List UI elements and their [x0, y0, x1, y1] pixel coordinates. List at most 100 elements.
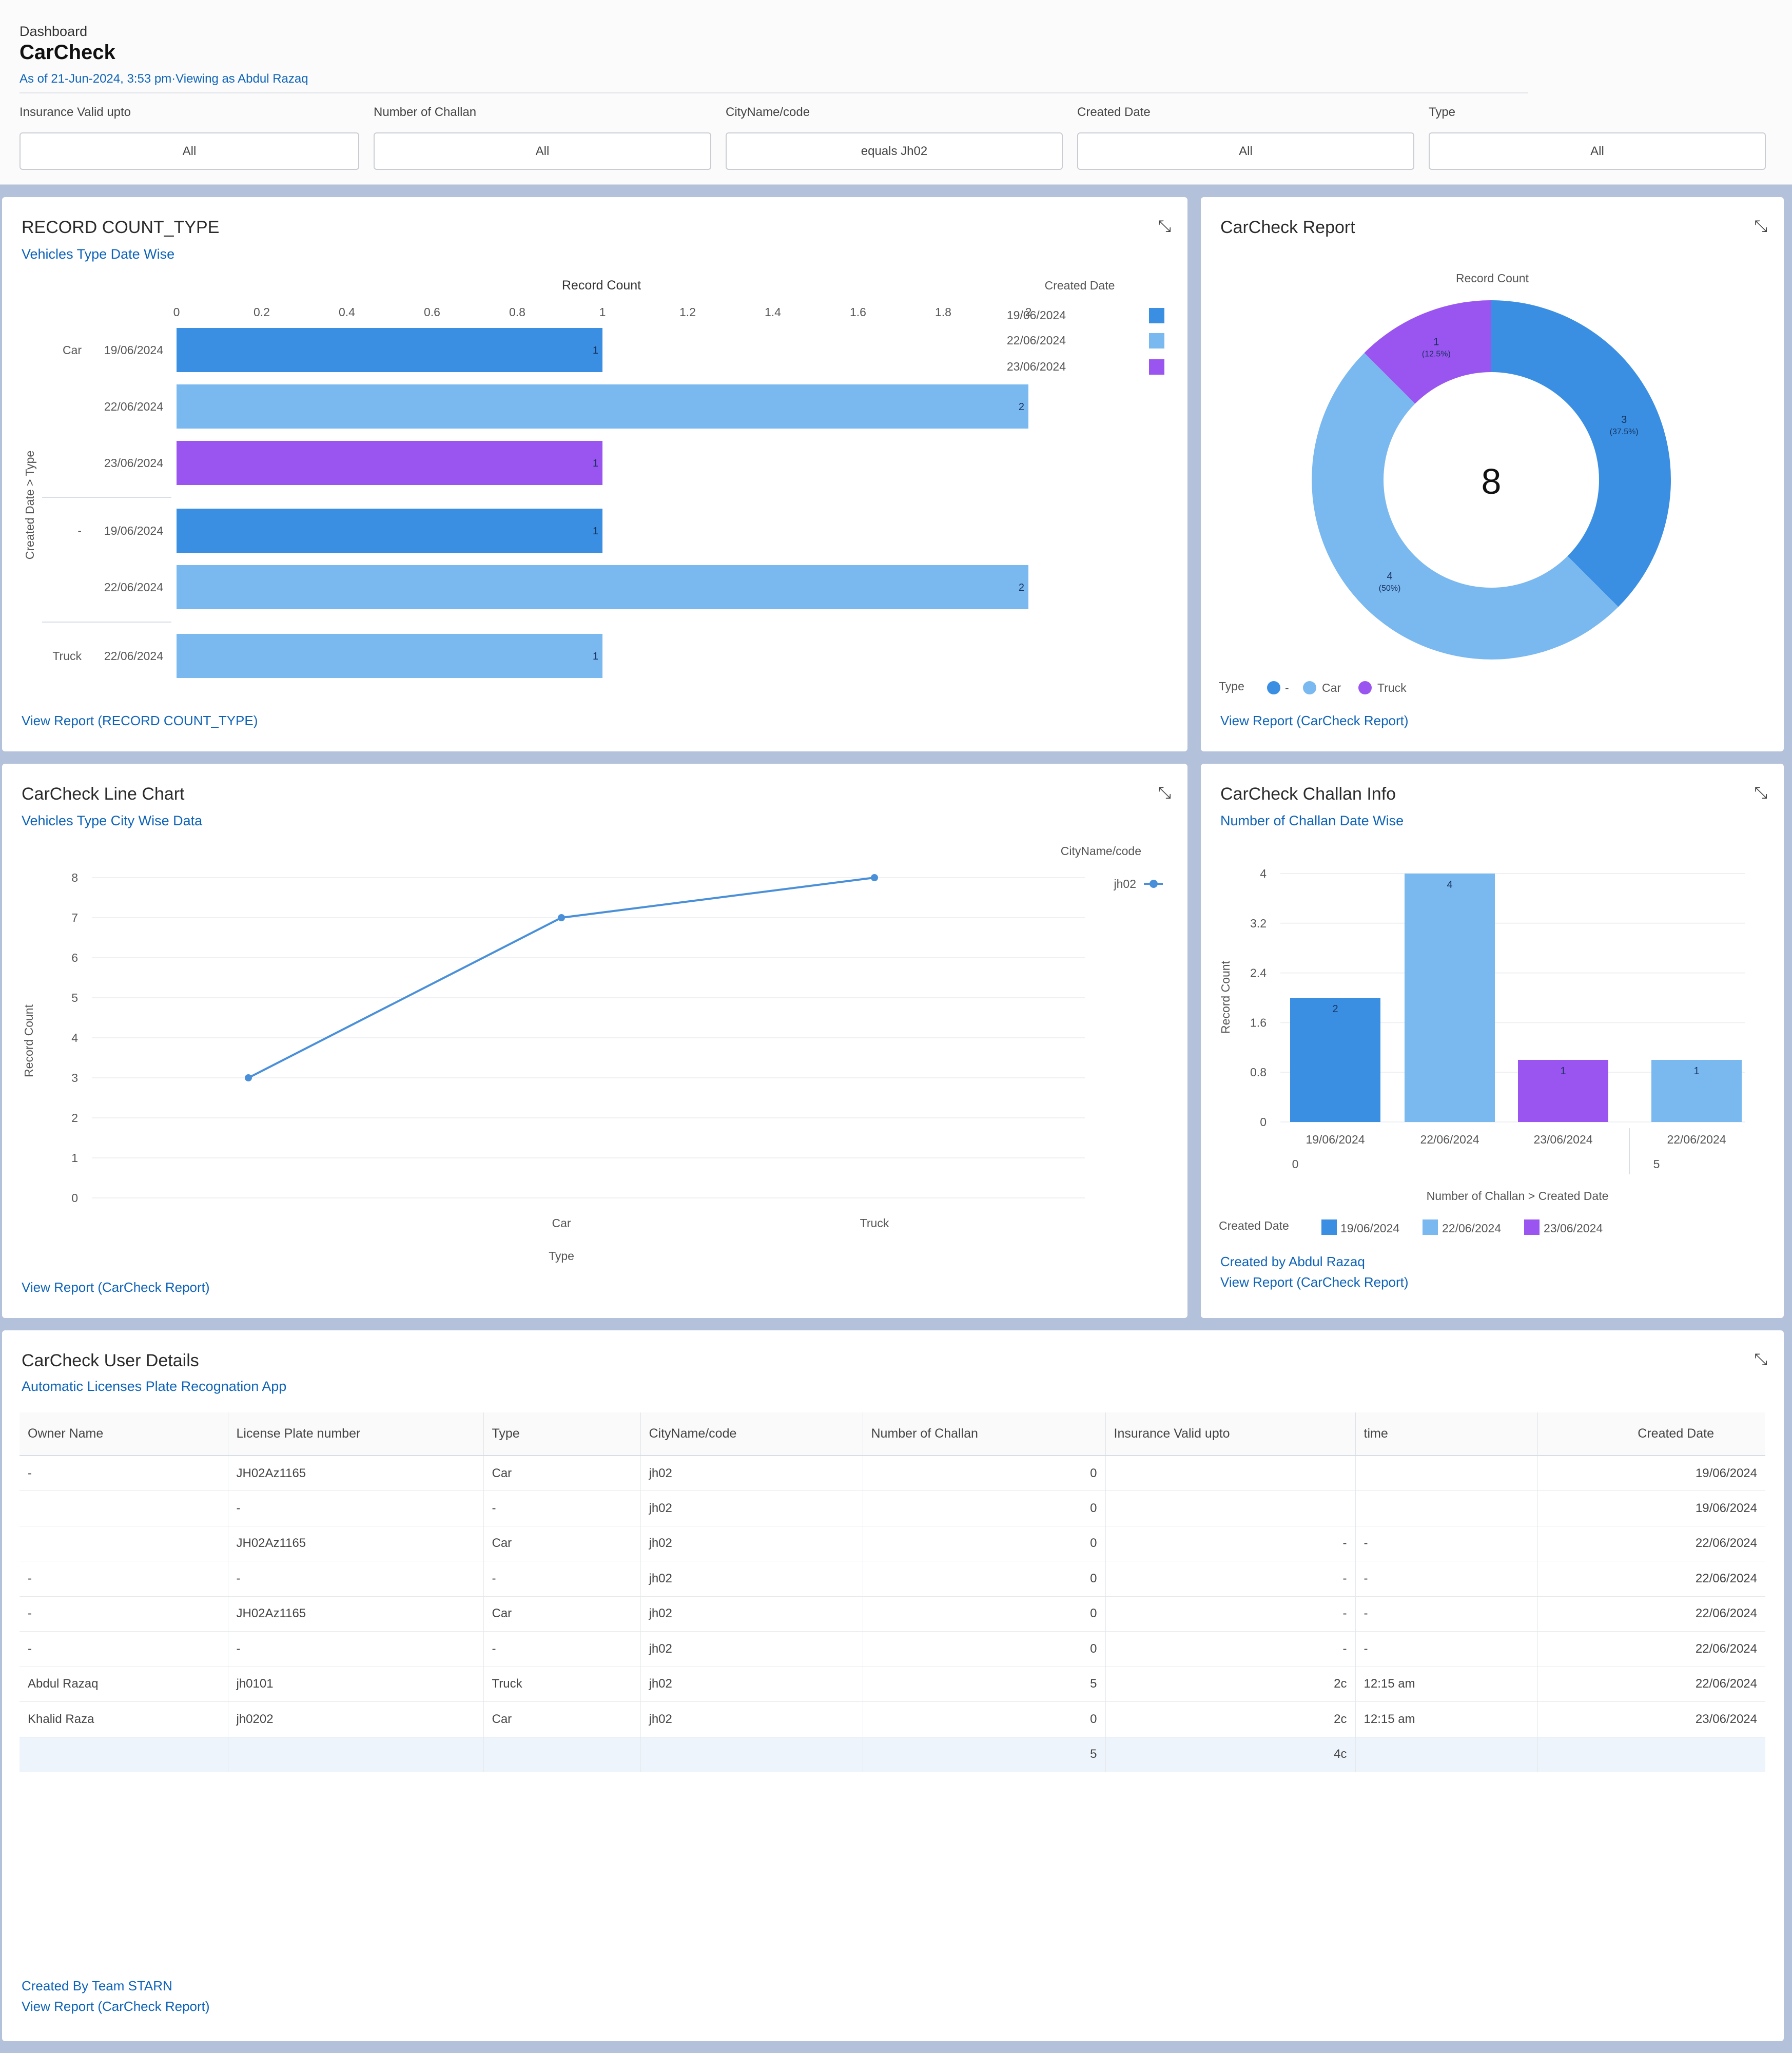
- column-header-challan[interactable]: Number of Challan: [863, 1412, 1106, 1456]
- table-cell: 0: [863, 1596, 1106, 1632]
- y-tick-label: 2.4: [1250, 966, 1267, 980]
- x-tick-label: 1.8: [935, 305, 951, 319]
- bar-value-label: 4: [1447, 879, 1452, 890]
- bar: [1405, 874, 1495, 1122]
- column-header-insurance[interactable]: Insurance Valid upto: [1105, 1412, 1356, 1456]
- view-report-link[interactable]: View Report (CarCheck Report): [1220, 1274, 1409, 1290]
- challan-bar-chart: 0 0.8 1.6 2.4 3.2 4 2 19/06/2024 4 22/06/2024 1 23…: [1219, 867, 1745, 1235]
- bar: [177, 441, 602, 485]
- column-header-owner[interactable]: Owner Name: [20, 1412, 228, 1456]
- table-cell: -: [20, 1631, 228, 1667]
- x-tick-label: 1.6: [850, 305, 866, 319]
- legend-swatch: [1524, 1219, 1540, 1235]
- column-header-time[interactable]: time: [1355, 1412, 1538, 1456]
- table-row[interactable]: - JH02Az1165 Car jh02 0- -22/06/2024: [20, 1596, 1765, 1632]
- filter-challan[interactable]: All: [374, 132, 711, 170]
- bar: [177, 509, 602, 553]
- table-cell: Khalid Raza: [20, 1701, 228, 1737]
- legend-title: Created Date: [1045, 279, 1115, 292]
- table-cell: jh02: [640, 1561, 863, 1597]
- x-tick-label: 2: [1025, 305, 1032, 319]
- column-header-type[interactable]: Type: [483, 1412, 641, 1456]
- created-by-link[interactable]: Created by Abdul Razaq: [1220, 1254, 1365, 1269]
- table-cell: [1355, 1456, 1538, 1491]
- bar-value-label: 2: [1019, 582, 1024, 593]
- card-title: RECORD COUNT_TYPE: [22, 218, 220, 237]
- table-cell: 2c: [1105, 1701, 1356, 1737]
- bar: [1651, 1060, 1742, 1122]
- x-tick-label: 1.2: [679, 305, 696, 319]
- table-cell: [1105, 1456, 1356, 1491]
- y-tick-label: 3: [71, 1071, 78, 1084]
- table-cell: 4c: [1105, 1737, 1356, 1772]
- view-report-link[interactable]: View Report (CarCheck Report): [22, 1999, 210, 2014]
- expand-icon[interactable]: ⤡: [1754, 1350, 1767, 1368]
- table-cell: -: [1355, 1631, 1538, 1667]
- legend-label: 19/06/2024: [1340, 1222, 1399, 1235]
- header-divider: [20, 92, 1528, 93]
- view-report-link[interactable]: View Report (CarCheck Report): [22, 1280, 210, 1295]
- donut-slice: [1364, 300, 1491, 404]
- column-header-created-date[interactable]: Created Date: [1537, 1412, 1765, 1456]
- legend-title: Created Date: [1219, 1219, 1289, 1232]
- table-cell: [1105, 1490, 1356, 1526]
- legend-swatch: [1423, 1219, 1438, 1235]
- card-title: CarCheck Challan Info: [1220, 784, 1396, 804]
- expand-icon[interactable]: ⤡: [1754, 783, 1767, 802]
- table-row[interactable]: - JH02Az1165 Car jh02 0 19/06/2024: [20, 1456, 1765, 1491]
- group-type-label: Truck: [52, 649, 82, 663]
- legend-label: -: [1285, 681, 1289, 694]
- table-cell: [20, 1490, 228, 1526]
- legend-swatch: [1149, 359, 1164, 375]
- expand-icon[interactable]: ⤡: [1754, 217, 1767, 235]
- filter-insurance[interactable]: All: [20, 132, 359, 170]
- filter-created-date[interactable]: All: [1077, 132, 1414, 170]
- legend-label: 23/06/2024: [1007, 360, 1066, 373]
- bar-date-label: 23/06/2024: [104, 456, 163, 470]
- x-tick-label: Car: [552, 1216, 571, 1230]
- table-totals-row[interactable]: 5 4c: [20, 1737, 1765, 1772]
- table-cell: -: [1105, 1596, 1356, 1632]
- table-cell: [483, 1737, 641, 1772]
- table-cell: [640, 1737, 863, 1772]
- table-row[interactable]: JH02Az1165 Car jh02 0- -22/06/2024: [20, 1526, 1765, 1561]
- y-tick-label: 4: [71, 1031, 78, 1044]
- view-report-link[interactable]: View Report (CarCheck Report): [1220, 713, 1409, 728]
- table-cell: jh02: [640, 1490, 863, 1526]
- filter-label-insurance: Insurance Valid upto: [20, 105, 131, 119]
- bar-date-label: 19/06/2024: [104, 343, 163, 357]
- column-header-plate[interactable]: License Plate number: [228, 1412, 484, 1456]
- table-row[interactable]: - - jh02 0 19/06/2024: [20, 1490, 1765, 1526]
- table-row[interactable]: Abdul Razaq jh0101 Truck jh02 5 2c 12:15 am 22/…: [20, 1667, 1765, 1702]
- table-cell: 22/06/2024: [1537, 1596, 1765, 1632]
- table-cell: 22/06/2024: [1537, 1667, 1765, 1702]
- table-cell: 22/06/2024: [1537, 1526, 1765, 1561]
- view-report-link[interactable]: View Report (RECORD COUNT_TYPE): [22, 713, 258, 728]
- legend-title: CityName/code: [1061, 844, 1141, 858]
- x-date-label: 22/06/2024: [1667, 1133, 1726, 1146]
- table-row[interactable]: - - - jh02 0- -22/06/2024: [20, 1561, 1765, 1597]
- dashboard-header: Dashboard CarCheck As of 21-Jun-2024, 3:…: [0, 0, 1792, 185]
- table-cell: -: [228, 1490, 484, 1526]
- card-subtitle: Automatic Licenses Plate Recognation App: [22, 1379, 287, 1394]
- expand-icon[interactable]: ⤡: [1158, 783, 1171, 802]
- table-row[interactable]: Khalid Raza jh0202 Car jh02 0 2c 12:15 am 23/06…: [20, 1701, 1765, 1737]
- expand-icon[interactable]: ⤡: [1158, 217, 1171, 235]
- column-header-city[interactable]: CityName/code: [640, 1412, 863, 1456]
- bar: [177, 634, 602, 678]
- page-title: CarCheck: [20, 41, 115, 64]
- table-cell: 0: [863, 1456, 1106, 1491]
- x-group-label: 0: [1292, 1157, 1299, 1171]
- filter-city[interactable]: equals Jh02: [726, 132, 1063, 170]
- bar: [1518, 1060, 1608, 1122]
- slice-value-label: 3: [1621, 414, 1627, 425]
- filter-label-city: CityName/code: [726, 105, 810, 119]
- bar-value-label: 1: [593, 526, 598, 537]
- table-cell: jh0101: [228, 1667, 484, 1702]
- y-tick-label: 8: [71, 871, 78, 884]
- x-tick-label: 0.6: [424, 305, 440, 319]
- legend-title: Type: [1219, 680, 1244, 693]
- table-cell: 5: [863, 1667, 1106, 1702]
- filter-type[interactable]: All: [1429, 132, 1766, 170]
- table-row[interactable]: - - - jh02 0- -22/06/2024: [20, 1631, 1765, 1667]
